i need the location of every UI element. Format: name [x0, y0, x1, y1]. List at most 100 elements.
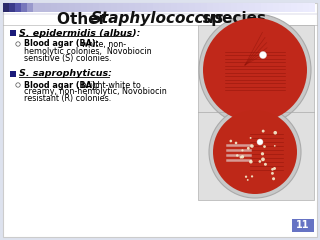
Circle shape [241, 149, 244, 151]
Bar [147, 3, 153, 12]
Bar [231, 3, 237, 12]
Circle shape [263, 145, 266, 148]
Text: hemolytic colonies,  Novobiocin: hemolytic colonies, Novobiocin [24, 47, 152, 55]
Bar [51, 3, 57, 12]
Bar [165, 3, 171, 12]
Bar [3, 3, 9, 12]
Text: white, non-: white, non- [79, 40, 126, 48]
Bar [292, 219, 314, 232]
Text: S. epidermidis (albus):: S. epidermidis (albus): [19, 29, 140, 37]
Circle shape [250, 137, 252, 139]
Bar [243, 3, 249, 12]
Bar [237, 3, 243, 12]
Bar [309, 3, 315, 12]
Bar [27, 3, 33, 12]
Bar [93, 3, 99, 12]
Circle shape [236, 154, 238, 157]
Text: Staphylococcus: Staphylococcus [91, 12, 225, 26]
Bar [33, 3, 39, 12]
Bar [201, 3, 207, 12]
Bar [99, 3, 105, 12]
Bar [198, 25, 314, 200]
Circle shape [273, 167, 276, 170]
Bar [183, 3, 189, 12]
Bar [219, 3, 225, 12]
Circle shape [249, 160, 253, 163]
Circle shape [271, 168, 274, 171]
Bar [261, 3, 267, 12]
Bar [195, 3, 201, 12]
Circle shape [274, 145, 276, 147]
Bar [111, 3, 117, 12]
Bar [267, 3, 273, 12]
Circle shape [247, 179, 249, 181]
Text: species: species [197, 12, 266, 26]
Bar [213, 3, 219, 12]
Bar [249, 3, 255, 12]
Circle shape [261, 157, 265, 161]
Bar [39, 3, 45, 12]
Circle shape [241, 155, 244, 159]
Text: S. saprophyticus:: S. saprophyticus: [19, 70, 112, 78]
Circle shape [259, 160, 261, 163]
Circle shape [264, 163, 267, 166]
Bar [10, 30, 16, 36]
Circle shape [16, 83, 20, 87]
Text: Blood agar (BA):: Blood agar (BA): [24, 40, 99, 48]
Circle shape [273, 131, 277, 135]
Text: creamy, non-hemolytic, Novobiocin: creamy, non-hemolytic, Novobiocin [24, 88, 167, 96]
Circle shape [251, 175, 253, 178]
Bar [45, 3, 51, 12]
Bar [189, 3, 195, 12]
Circle shape [199, 14, 311, 126]
Circle shape [203, 18, 307, 122]
Circle shape [213, 110, 297, 194]
Bar [279, 3, 285, 12]
Circle shape [235, 142, 237, 144]
Circle shape [261, 152, 264, 156]
Text: 11: 11 [296, 221, 310, 230]
Bar [177, 3, 183, 12]
Bar [129, 3, 135, 12]
Bar [207, 3, 213, 12]
Bar [159, 3, 165, 12]
Circle shape [247, 147, 250, 150]
Circle shape [240, 156, 242, 159]
Bar [10, 71, 16, 77]
Bar [255, 3, 261, 12]
Bar [63, 3, 69, 12]
Bar [135, 3, 141, 12]
Bar [153, 3, 159, 12]
Bar [117, 3, 123, 12]
Bar [81, 3, 87, 12]
FancyBboxPatch shape [3, 3, 317, 237]
Text: resistant (R) colonies.: resistant (R) colonies. [24, 95, 111, 103]
Bar [69, 3, 75, 12]
Circle shape [260, 52, 267, 59]
Bar [141, 3, 147, 12]
Bar [57, 3, 63, 12]
Circle shape [229, 140, 232, 142]
Bar [75, 3, 81, 12]
Circle shape [272, 177, 275, 180]
Bar [123, 3, 129, 12]
Bar [21, 3, 27, 12]
Circle shape [245, 175, 247, 178]
Bar [291, 3, 297, 12]
Circle shape [250, 144, 254, 148]
Circle shape [257, 139, 263, 145]
Text: Other: Other [57, 12, 111, 26]
Circle shape [271, 172, 274, 175]
Bar [15, 3, 21, 12]
Bar [105, 3, 111, 12]
Circle shape [16, 42, 20, 46]
Bar [273, 3, 279, 12]
Bar [87, 3, 93, 12]
Bar [303, 3, 309, 12]
Bar [9, 3, 15, 12]
Bar [225, 3, 231, 12]
Text: Blood agar (BA):: Blood agar (BA): [24, 80, 99, 90]
Text: sensitive (S) colonies.: sensitive (S) colonies. [24, 54, 111, 62]
Bar [297, 3, 303, 12]
Bar [285, 3, 291, 12]
